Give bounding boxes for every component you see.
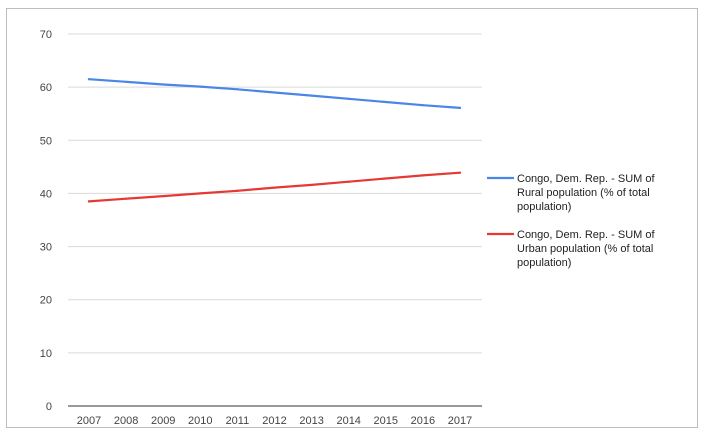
data-point [236,88,239,91]
series-lines [87,78,462,203]
data-point [199,192,202,195]
data-point [162,194,165,198]
legend-label: Congo, Dem. Rep. - SUM of [517,173,655,185]
y-tick-label: 50 [40,135,52,147]
legend-label: population) [517,257,571,269]
data-point [87,78,91,81]
x-tick-label: 2013 [299,415,323,427]
gridlines [68,33,482,407]
y-tick-label: 0 [46,401,52,413]
x-tick-label: 2014 [336,415,360,427]
x-tick-label: 2016 [411,415,435,427]
legend-label: population) [517,201,571,213]
data-point [236,189,239,192]
data-point [162,83,165,86]
data-point [125,80,128,83]
data-point [347,180,350,183]
data-point [458,171,462,174]
y-axis-ticks: 0 10 20 30 40 50 60 70 [40,29,52,413]
data-point [310,94,313,97]
data-point [310,183,313,187]
data-point [273,186,276,189]
y-tick-label: 40 [40,188,52,200]
data-point [125,197,128,200]
data-point [199,85,202,88]
y-tick-label: 20 [40,295,52,307]
legend-entry-1: Congo, Dem. Rep. - SUM of Urban populatio… [487,229,655,269]
x-tick-label: 2008 [114,415,138,427]
x-tick-label: 2007 [77,415,101,427]
data-point [347,97,350,100]
x-tick-label: 2015 [374,415,398,427]
x-tick-label: 2011 [226,415,250,427]
data-point [384,100,387,104]
legend-label: Urban population (% of total [517,243,653,255]
data-point [458,106,462,109]
x-tick-label: 2012 [262,415,286,427]
data-point [87,200,91,203]
data-point [273,91,276,94]
legend-label: Congo, Dem. Rep. - SUM of [517,229,655,241]
y-tick-label: 10 [40,348,52,360]
data-point [421,174,424,177]
x-axis-ticks: 2007 2008 2009 2010 2011 2012 2013 2014 2015 2016… [77,415,472,427]
chart-frame [6,8,698,428]
legend-label: Rural population (% of total [517,187,650,199]
y-tick-label: 70 [40,29,52,41]
x-tick-label: 2017 [448,415,472,427]
y-tick-label: 60 [40,82,52,94]
legend: Congo, Dem. Rep. - SUM of Rural populatio… [487,173,655,269]
x-tick-label: 2009 [151,415,175,427]
legend-entry-0: Congo, Dem. Rep. - SUM of Rural populatio… [487,173,655,213]
data-point [421,104,424,107]
x-tick-label: 2010 [188,415,212,427]
y-tick-label: 30 [40,242,52,254]
data-point [384,177,387,180]
